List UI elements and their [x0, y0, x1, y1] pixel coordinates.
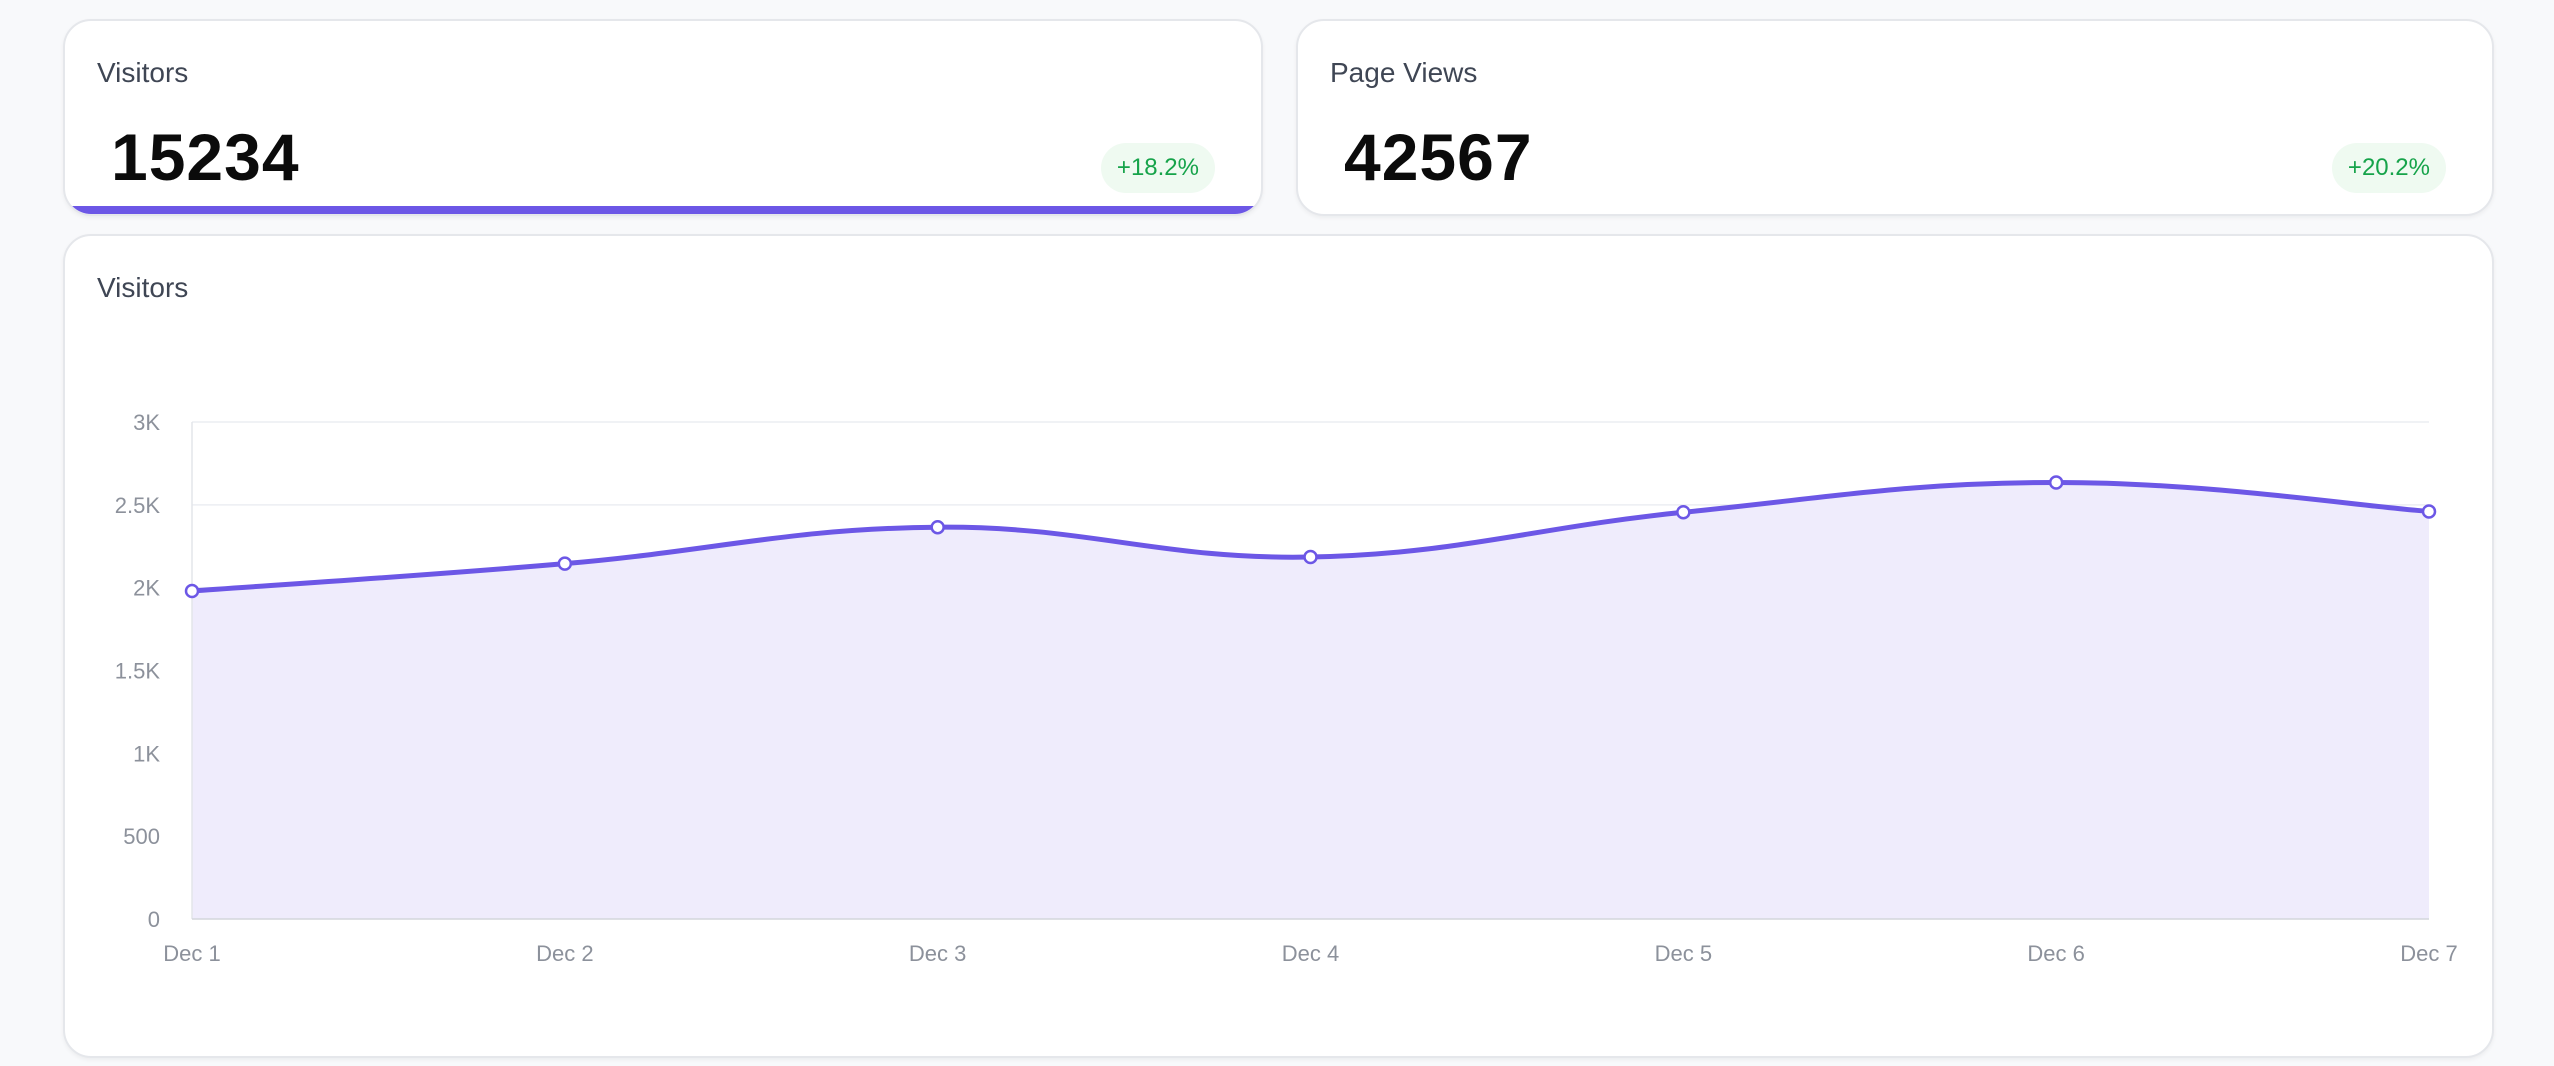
- x-tick-label: Dec 3: [909, 941, 966, 966]
- visitors-delta-badge: +18.2%: [1100, 143, 1215, 193]
- x-tick-label: Dec 5: [1655, 941, 1712, 966]
- y-tick-label: 0: [148, 907, 160, 932]
- page-views-card-title: Page Views: [1330, 57, 1478, 88]
- y-tick-label: 3K: [133, 410, 160, 435]
- active-card-indicator: [65, 206, 1261, 214]
- chart-panel-title: Visitors: [97, 272, 189, 303]
- y-tick-label: 500: [123, 824, 160, 849]
- data-point: [930, 519, 945, 535]
- visitors-value: 15234: [111, 120, 300, 194]
- page-views-card[interactable]: Page Views 42567 +20.2%: [1296, 19, 2494, 216]
- page-views-value: 42567: [1344, 120, 1533, 194]
- x-tick-label: Dec 1: [163, 941, 220, 966]
- chart-points-layer: [184, 475, 2437, 599]
- y-tick-label: 1K: [133, 741, 160, 766]
- x-tick-label: Dec 2: [536, 941, 593, 966]
- y-tick-label: 2K: [133, 576, 160, 601]
- x-tick-label: Dec 7: [2400, 941, 2457, 966]
- x-tick-label: Dec 6: [2027, 941, 2084, 966]
- x-tick-label: Dec 4: [1282, 941, 1339, 966]
- y-tick-label: 1.5K: [115, 659, 161, 684]
- chart-area-layer: [192, 482, 2429, 919]
- x-axis-tick-labels: Dec 1 Dec 2 Dec 3 Dec 4 Dec 5 Dec 6 Dec 7: [163, 941, 2457, 966]
- y-tick-label: 2.5K: [115, 493, 161, 518]
- data-point: [2048, 475, 2064, 490]
- page-views-delta-badge: +20.2%: [2331, 143, 2446, 193]
- chart-axes: [191, 422, 2429, 920]
- data-point: [1676, 505, 1691, 520]
- data-point: [1303, 549, 1318, 565]
- data-point: [557, 556, 573, 571]
- series-area: [192, 482, 2429, 919]
- data-point: [184, 583, 200, 599]
- visitors-card-title: Visitors: [97, 57, 189, 88]
- visitors-chart-panel: Visitors 0 500 1K 1.5K 2K 2.5K 3K Dec 1 Dec 2 De…: [63, 234, 2494, 1058]
- data-point: [2421, 504, 2437, 519]
- y-axis-tick-labels: 0 500 1K 1.5K 2K 2.5K 3K: [115, 410, 161, 932]
- visitors-card[interactable]: Visitors 15234 +18.2%: [63, 19, 1263, 216]
